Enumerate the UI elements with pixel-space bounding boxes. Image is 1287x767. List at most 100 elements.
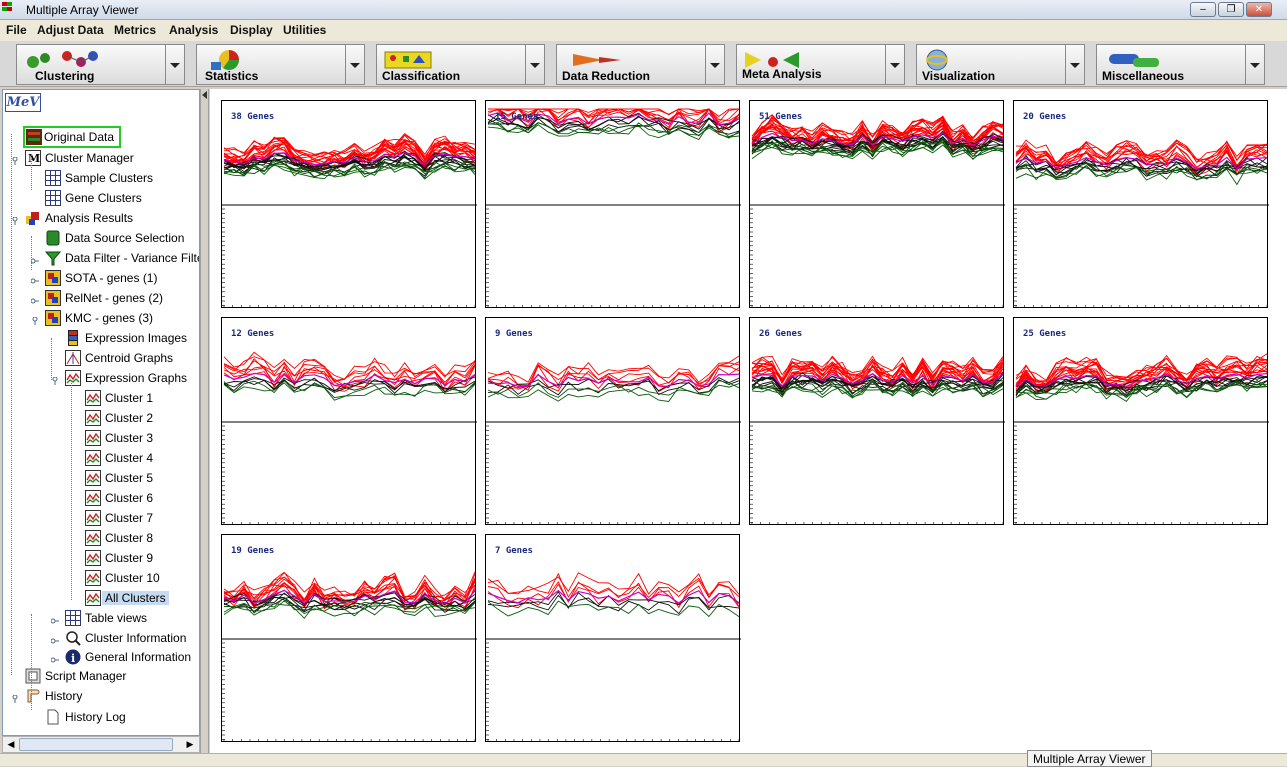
tree-node-label: Expression Images	[85, 331, 188, 345]
miscellaneous-dropdown[interactable]	[1246, 44, 1265, 85]
gene-count-label: 9 Genes	[495, 329, 533, 339]
meta-analysis-dropdown[interactable]	[886, 44, 905, 85]
gene-profile-line	[223, 577, 476, 608]
meta-analysis-button[interactable]: Meta Analysis	[736, 44, 886, 85]
tree-guide-line	[31, 154, 32, 190]
tree-node-label: SOTA - genes (1)	[65, 271, 158, 285]
collapse-handle-icon[interactable]	[11, 154, 19, 165]
gene-profile-line	[1015, 148, 1268, 174]
statistics-dropdown[interactable]	[346, 44, 365, 85]
menu-analysis[interactable]: Analysis	[169, 23, 219, 37]
expression-graph-icon	[65, 370, 81, 386]
data-reduction-label: Data Reduction	[562, 69, 651, 83]
collapse-handle-icon[interactable]	[11, 214, 19, 225]
analysis-results-icon	[25, 210, 41, 226]
gene-profile-line	[487, 107, 740, 134]
menu-display[interactable]: Display	[230, 23, 273, 37]
expression-graph-icon	[85, 470, 101, 486]
gene-profile-line	[487, 572, 740, 599]
expand-handle-icon[interactable]	[30, 254, 39, 264]
expression-graph[interactable]: 9 Genes	[485, 317, 741, 525]
expression-graph[interactable]: 38 Genes	[221, 100, 477, 308]
expression-graph[interactable]: 19 Genes	[221, 534, 477, 742]
expand-handle-icon[interactable]	[50, 653, 59, 663]
tree-node[interactable]: Original Data	[23, 126, 121, 148]
mean-profile-line	[751, 372, 1004, 388]
data-source-icon	[45, 230, 61, 246]
gene-profile-line	[751, 382, 1004, 398]
miscellaneous-label: Miscellaneous	[1102, 69, 1185, 83]
expand-handle-icon[interactable]	[50, 614, 59, 624]
scroll-left-button[interactable]: ◀	[7, 739, 15, 749]
tooltip: Multiple Array Viewer	[1027, 750, 1152, 767]
statistics-button[interactable]: Statistics	[196, 44, 346, 85]
classification-dropdown[interactable]	[526, 44, 545, 85]
clustering-icon	[27, 51, 98, 68]
expression-graph-icon	[85, 490, 101, 506]
gene-profile-line	[751, 359, 1004, 383]
script-manager-icon	[25, 668, 41, 684]
menu-file[interactable]: File	[6, 23, 27, 37]
expand-handle-icon[interactable]	[30, 294, 39, 304]
meta-analysis-icon	[745, 52, 799, 68]
expression-graph-icon	[85, 510, 101, 526]
gene-profile-line	[1015, 140, 1268, 164]
expression-graph[interactable]: 15 Genes	[485, 100, 741, 308]
classification-icon	[384, 51, 432, 69]
collapse-handle-icon[interactable]	[51, 374, 59, 385]
tree-node-label: Cluster 2	[105, 411, 154, 425]
gene-profile-line	[487, 108, 740, 132]
gene-profile-line	[223, 160, 476, 179]
tree-guide-line	[31, 236, 32, 270]
clustering-dropdown[interactable]	[166, 44, 185, 85]
gene-count-label: 20 Genes	[1023, 112, 1067, 122]
split-pane-divider[interactable]	[200, 89, 209, 753]
table-icon	[45, 190, 61, 206]
expression-graph[interactable]: 7 Genes	[485, 534, 741, 742]
data-reduction-button[interactable]: Data Reduction	[556, 44, 706, 85]
expression-graph[interactable]: 20 Genes	[1013, 100, 1269, 308]
tree-node-label: Cluster 9	[105, 551, 154, 565]
scroll-thumb[interactable]	[19, 738, 173, 751]
app-icon	[2, 2, 12, 11]
miscellaneous-icon	[1109, 54, 1159, 67]
gene-profile-line	[487, 121, 740, 138]
maximize-button[interactable]: ❐	[1218, 2, 1244, 17]
menu-bar: File Adjust Data Metrics Analysis Displa…	[0, 20, 1287, 41]
clustering-button[interactable]: Clustering	[16, 44, 166, 85]
scroll-right-button[interactable]: ▶	[186, 739, 194, 749]
minimize-button[interactable]: –	[1190, 2, 1216, 17]
expression-graph[interactable]: 12 Genes	[221, 317, 477, 525]
original-data-icon	[26, 129, 42, 145]
gene-profile-line	[223, 161, 476, 180]
cluster-manager-icon: M	[25, 150, 41, 166]
tree-node-label: Cluster 6	[105, 491, 154, 505]
tree-node-label: Sample Clusters	[65, 171, 154, 185]
collapse-handle-icon[interactable]	[31, 314, 39, 325]
gene-profile-line	[487, 600, 740, 618]
gene-profile-line	[488, 108, 740, 130]
expand-handle-icon[interactable]	[50, 634, 59, 644]
visualization-dropdown[interactable]	[1066, 44, 1085, 85]
expand-handle-icon[interactable]	[30, 274, 39, 284]
gene-profile-line	[1015, 146, 1268, 176]
classification-button[interactable]: Classification	[376, 44, 526, 85]
expression-graph-icon	[85, 430, 101, 446]
tree-node-label: Gene Clusters	[65, 191, 142, 205]
collapse-handle-icon[interactable]	[11, 692, 19, 703]
expression-graph[interactable]: 51 Genes	[749, 100, 1005, 308]
miscellaneous-button[interactable]: Miscellaneous	[1096, 44, 1246, 85]
data-reduction-dropdown[interactable]	[706, 44, 725, 85]
expression-graph[interactable]: 26 Genes	[749, 317, 1005, 525]
collapse-arrow-icon[interactable]	[202, 91, 207, 99]
close-button[interactable]: ✕	[1246, 2, 1272, 17]
menu-utilities[interactable]: Utilities	[283, 23, 327, 37]
menu-metrics[interactable]: Metrics	[114, 23, 157, 37]
gene-profile-line	[751, 374, 1004, 394]
expression-graph[interactable]: 25 Genes	[1013, 317, 1269, 525]
visualization-button[interactable]: Visualization	[916, 44, 1066, 85]
menu-adjust-data[interactable]: Adjust Data	[37, 23, 104, 37]
mev-logo: MeV	[5, 93, 41, 112]
tree-horizontal-scrollbar[interactable]: ◀ ▶	[2, 736, 200, 753]
tree-node-label: Expression Graphs	[85, 371, 188, 385]
